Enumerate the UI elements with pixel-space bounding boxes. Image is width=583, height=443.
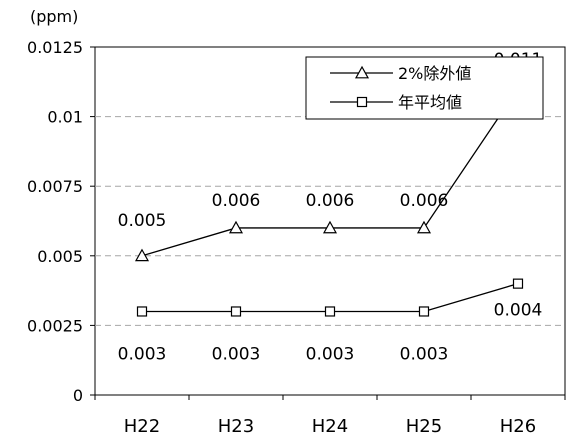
y-tick-label: 0 <box>73 386 83 405</box>
x-tick-label: H26 <box>500 416 536 437</box>
square-marker <box>418 306 430 317</box>
legend-label: 年平均値 <box>398 93 462 112</box>
x-tick-label: H23 <box>218 416 254 437</box>
data-label: 0.005 <box>118 211 167 231</box>
data-label: 0.003 <box>400 344 449 364</box>
square-marker <box>324 306 336 317</box>
plot-area-border <box>94 46 566 396</box>
y-tick-label: 0.0075 <box>27 177 83 196</box>
data-label: 0.003 <box>306 344 355 364</box>
legend-box <box>305 56 544 120</box>
y-tick-label: 0.005 <box>37 247 83 266</box>
square-marker <box>136 306 148 317</box>
x-axis-tick-labels: H22 H23 H24 H25 H26 <box>124 416 536 437</box>
triangle-marker <box>416 220 432 234</box>
x-tick-label: H22 <box>124 416 160 437</box>
data-label: 0.003 <box>212 344 261 364</box>
data-label: 0.006 <box>212 191 261 211</box>
triangle-marker <box>228 220 244 234</box>
y-tick-label: 0.0125 <box>27 38 83 57</box>
y-tick-label: 0.0025 <box>27 316 83 335</box>
x-tick-label: H25 <box>406 416 442 437</box>
data-label: 0.003 <box>118 344 167 364</box>
y-axis-tick-labels: 0 0.0025 0.005 0.0075 0.01 0.0125 <box>27 38 83 405</box>
x-tick-label: H24 <box>312 416 348 437</box>
square-marker <box>356 96 368 108</box>
series-layer: 0.0050.0060.0060.0060.0110.0030.0030.003… <box>118 50 543 365</box>
triangle-marker <box>354 65 370 79</box>
data-label: 0.006 <box>306 191 355 211</box>
data-label: 0.006 <box>400 191 449 211</box>
data-label: 0.004 <box>494 301 543 321</box>
triangle-marker <box>322 220 338 234</box>
y-axis-unit-label: (ppm) <box>30 7 78 26</box>
series-annual-average: 0.003 0.003 0.003 0.003 0.004 <box>118 278 543 364</box>
square-marker <box>512 278 524 289</box>
triangle-marker <box>134 248 150 262</box>
legend-label: 2%除外値 <box>398 64 471 83</box>
square-marker <box>230 306 242 317</box>
y-tick-label: 0.01 <box>47 108 83 127</box>
